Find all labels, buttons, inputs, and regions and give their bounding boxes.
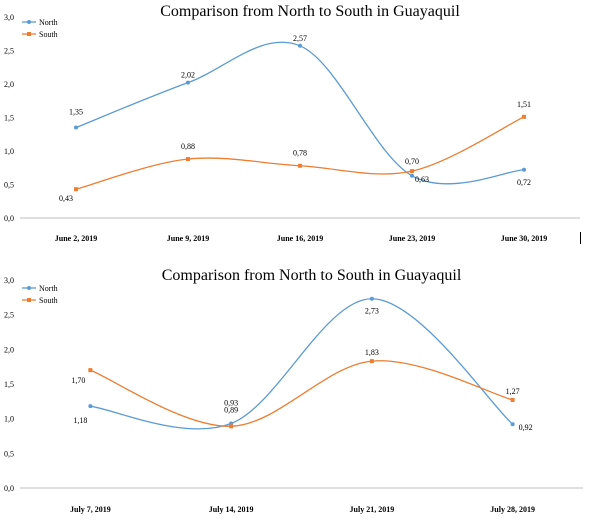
data-point-south: [369, 359, 374, 364]
y-tick-label: 1,5: [4, 380, 14, 389]
legend-entry-south: South: [39, 296, 58, 305]
y-tick-label: 3,0: [4, 13, 14, 22]
data-point-south: [74, 187, 78, 192]
data-label-south: 0,88: [181, 142, 195, 151]
data-label-south: 1,27: [506, 387, 520, 396]
data-label-north: 2,57: [293, 34, 307, 43]
legend-entry-north: North: [39, 284, 58, 293]
data-point-south: [410, 169, 414, 174]
data-label-south: 1,51: [517, 100, 531, 109]
data-point-north: [522, 167, 526, 172]
x-tick-label: July 28, 2019: [490, 505, 535, 514]
data-point-north: [74, 125, 78, 130]
data-label-north: 2,02: [181, 71, 195, 80]
data-point-north: [410, 173, 414, 178]
data-label-south: 0,70: [405, 157, 419, 166]
y-tick-label: 0,5: [4, 181, 14, 190]
data-label-north: 0,93: [224, 399, 238, 408]
y-tick-label: 0,0: [4, 484, 14, 493]
series-line-south: [90, 360, 513, 427]
series-line-north: [90, 298, 514, 430]
divider-mark: [580, 232, 581, 244]
data-label-north: 0,72: [517, 178, 531, 187]
data-label-south: 1,83: [365, 348, 379, 357]
data-label-north: 1,18: [73, 416, 87, 425]
legend-marker-north: [27, 20, 31, 24]
chart-june: Comparison from North to South in Guayaq…: [4, 3, 580, 243]
data-point-south: [510, 397, 515, 402]
y-tick-label: 0,0: [4, 214, 14, 223]
x-tick-label: June 2, 2019: [55, 234, 97, 243]
y-tick-label: 2,0: [4, 345, 14, 354]
legend-entry-north: North: [39, 18, 58, 27]
data-point-north: [186, 80, 190, 85]
y-tick-label: 2,5: [4, 47, 14, 56]
legend-marker-south: [27, 32, 31, 36]
data-label-north: 2,73: [365, 307, 379, 316]
y-tick-label: 1,0: [4, 147, 14, 156]
data-point-north: [510, 422, 515, 427]
y-tick-label: 0,5: [4, 449, 14, 458]
data-label-north: 1,35: [69, 108, 83, 117]
data-label-south: 0,89: [224, 405, 238, 414]
chart-title: Comparison from North to South in Guayaq…: [160, 3, 460, 20]
data-point-south: [186, 157, 190, 162]
x-tick-label: July 14, 2019: [209, 505, 254, 514]
series-line-north: [75, 41, 525, 185]
data-label-south: 1,70: [71, 376, 85, 385]
x-tick-label: June 23, 2019: [389, 234, 435, 243]
data-label-north: 0,92: [519, 423, 533, 432]
y-tick-label: 1,0: [4, 415, 14, 424]
x-tick-label: June 16, 2019: [277, 234, 323, 243]
data-point-north: [298, 43, 302, 48]
legend-marker-south: [27, 298, 31, 302]
y-tick-label: 3,0: [4, 276, 14, 285]
data-label-north: 0,63: [415, 175, 429, 184]
data-point-south: [88, 368, 93, 373]
data-label-south: 0,78: [293, 149, 307, 158]
data-point-north: [88, 404, 93, 409]
chart-title: Comparison from North to South in Guayaq…: [162, 267, 462, 284]
legend-entry-south: South: [39, 30, 58, 39]
x-tick-label: July 7, 2019: [70, 505, 111, 514]
y-tick-label: 2,5: [4, 311, 14, 320]
y-tick-label: 2,0: [4, 80, 14, 89]
chart-july: Comparison from North to South in Guayaq…: [4, 267, 583, 514]
data-point-south: [298, 163, 302, 168]
legend-marker-north: [27, 286, 31, 290]
data-label-south: 0,43: [59, 194, 73, 203]
x-tick-label: June 9, 2019: [167, 234, 209, 243]
data-point-south: [229, 424, 234, 429]
data-point-south: [522, 114, 526, 119]
y-tick-label: 1,5: [4, 114, 14, 123]
data-point-north: [369, 296, 374, 301]
x-tick-label: June 30, 2019: [501, 234, 547, 243]
x-tick-label: July 21, 2019: [350, 505, 395, 514]
